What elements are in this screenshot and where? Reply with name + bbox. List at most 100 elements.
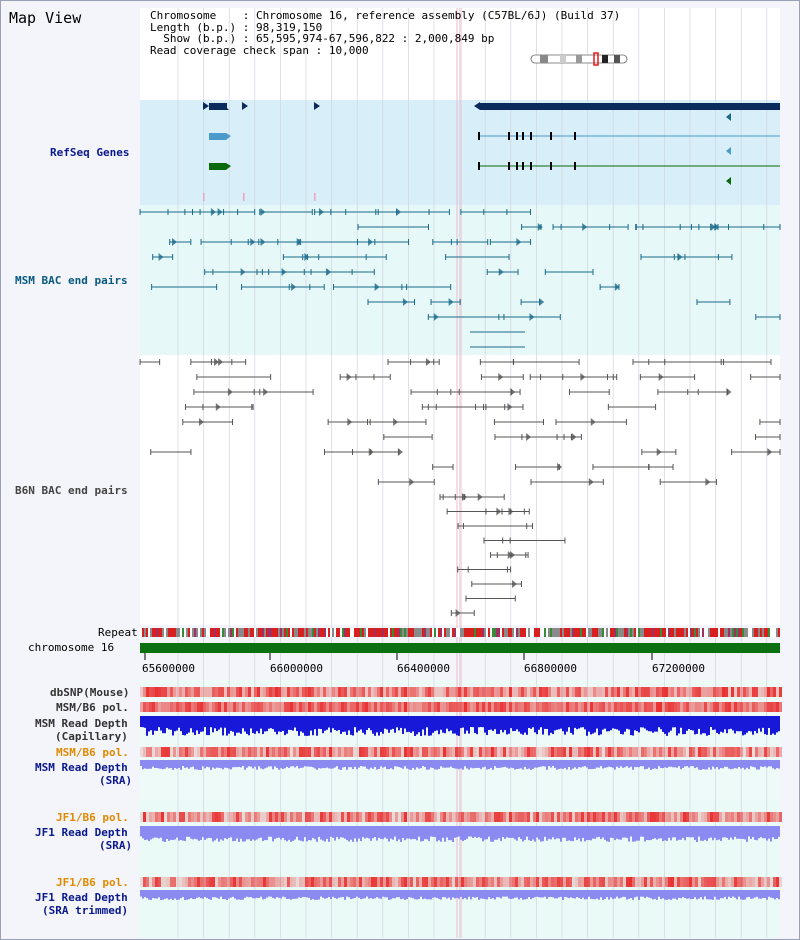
jf1-pol-trim-heat [287,877,290,887]
jf1-depth-bar [146,826,148,840]
dbsnp-heat [356,687,359,697]
msm-pol-sra-heat [422,747,425,757]
msm-pol-heat [644,702,647,712]
msm-depth-capillary-bar [366,716,368,731]
msm-bac-pair [402,298,408,306]
track-label-jf1-b6-pol-trimmed[interactable]: JF1/B6 pol. [56,876,129,889]
dbsnp-heat [524,687,527,697]
msm-pol-sra-heat [500,747,503,757]
repeat-mark [248,628,250,637]
msm-depth-sra-bar [746,760,748,768]
msm-depth-capillary-bar [674,716,676,728]
jf1-depth-trim-bar [670,890,672,900]
dbsnp-heat [314,687,317,697]
jf1-depth-bar [420,826,422,842]
msm-pol-sra-heat [311,747,314,757]
jf1-pol-heat [248,812,251,822]
track-label-b6n-bac[interactable]: B6N BAC end pairs [15,484,128,497]
msm-pol-heat [602,702,605,712]
msm-depth-capillary-bar [250,716,252,729]
msm-pol-heat [728,702,731,712]
msm-depth-capillary-bar [774,716,776,735]
dbsnp-heat [251,687,254,697]
track-label-msm-b6-pol-capillary[interactable]: MSM/B6 pol. [56,701,129,714]
dbsnp-heat [683,687,686,697]
msm-pol-heat [464,702,467,712]
track-label-jf1-depth-sra[interactable]: JF1 Read Depth [35,826,128,839]
msm-pol-heat [536,702,539,712]
repeat-mark [230,628,232,637]
track-label-msm-depth-capillary-sub: (Capillary) [55,730,128,743]
jf1-depth-trim-bar [758,890,760,899]
repeat-mark [622,628,624,637]
msm-depth-capillary-bar [488,716,490,731]
jf1-depth-bar [670,826,672,841]
jf1-depth-trim-bar [248,890,250,898]
msm-depth-capillary-bar [516,716,518,730]
dbsnp-heat [659,687,662,697]
jf1-pol-trim-heat [254,877,257,887]
repeat-mark [316,628,318,637]
track-label-msm-depth-capillary[interactable]: MSM Read Depth [35,717,128,730]
repeat-mark [338,628,340,637]
dbsnp-heat [287,687,290,697]
msm-pol-sra-heat [206,747,209,757]
jf1-depth-trim-bar [554,890,556,899]
jf1-pol-trim-heat [638,877,641,887]
jf1-pol-heat [383,812,386,822]
jf1-depth-bar [594,826,596,839]
track-label-repeat[interactable]: Repeat [98,626,138,639]
jf1-pol-heat [497,812,500,822]
track-label-msm-b6-pol-sra[interactable]: MSM/B6 pol. [56,746,129,759]
repeat-mark [580,628,582,637]
msm-depth-capillary-bar [512,716,514,732]
msm-pol-heat [419,702,422,712]
msm-depth-capillary-bar [364,716,366,735]
jf1-pol-trim-heat [752,877,755,887]
jf1-depth-trim-bar [366,890,368,897]
repeat-mark [446,628,448,637]
jf1-depth-trim-bar [750,890,752,899]
track-label-refseq-genes[interactable]: RefSeq Genes [50,146,130,159]
msm-depth-sra-bar [248,760,250,767]
repeat-mark [452,628,454,637]
jf1-pol-trim-heat [518,877,521,887]
jf1-depth-bar [142,826,144,839]
jf1-pol-trim-heat [485,877,488,887]
jf1-depth-trim-bar [576,890,578,898]
msm-depth-sra-bar [276,760,278,769]
msm-pol-sra-heat [638,747,641,757]
track-label-dbsnp[interactable]: dbSNP(Mouse) [50,686,130,699]
jf1-depth-trim-bar [232,890,234,897]
track-label-jf1-depth-trimmed[interactable]: JF1 Read Depth [35,891,128,904]
exon-mark [574,132,576,140]
repeat-mark [244,628,246,637]
jf1-pol-trim-heat [686,877,689,887]
jf1-pol-heat [764,812,767,822]
jf1-depth-bar [678,826,680,840]
msm-depth-sra-bar [458,760,460,770]
region-info: Chromosome : Chromosome 16, reference as… [150,9,621,57]
jf1-pol-heat [434,812,437,822]
track-label-jf1-b6-pol[interactable]: JF1/B6 pol. [56,811,129,824]
msm-depth-capillary-bar [450,716,452,731]
msm-depth-capillary-bar [592,716,594,734]
exon-mark [550,132,552,140]
msm-depth-capillary-bar [346,716,348,735]
msm-pol-sra-heat [488,747,491,757]
msm-depth-capillary-bar [484,716,486,733]
repeat-mark [544,628,546,637]
msm-depth-sra-bar [624,760,626,768]
jf1-pol-heat [713,812,716,822]
msm-depth-capillary-bar [274,716,276,732]
track-label-msm-bac[interactable]: MSM BAC end pairs [15,274,128,287]
msm-depth-sra-bar [474,760,476,769]
repeat-mark [216,628,218,637]
jf1-pol-heat [146,812,149,822]
msm-pol-heat [428,702,431,712]
msm-depth-capillary-bar [286,716,288,734]
msm-depth-capillary-bar [402,716,404,734]
track-label-msm-depth-sra[interactable]: MSM Read Depth [35,761,128,774]
chromosome-ideogram[interactable] [530,52,630,66]
